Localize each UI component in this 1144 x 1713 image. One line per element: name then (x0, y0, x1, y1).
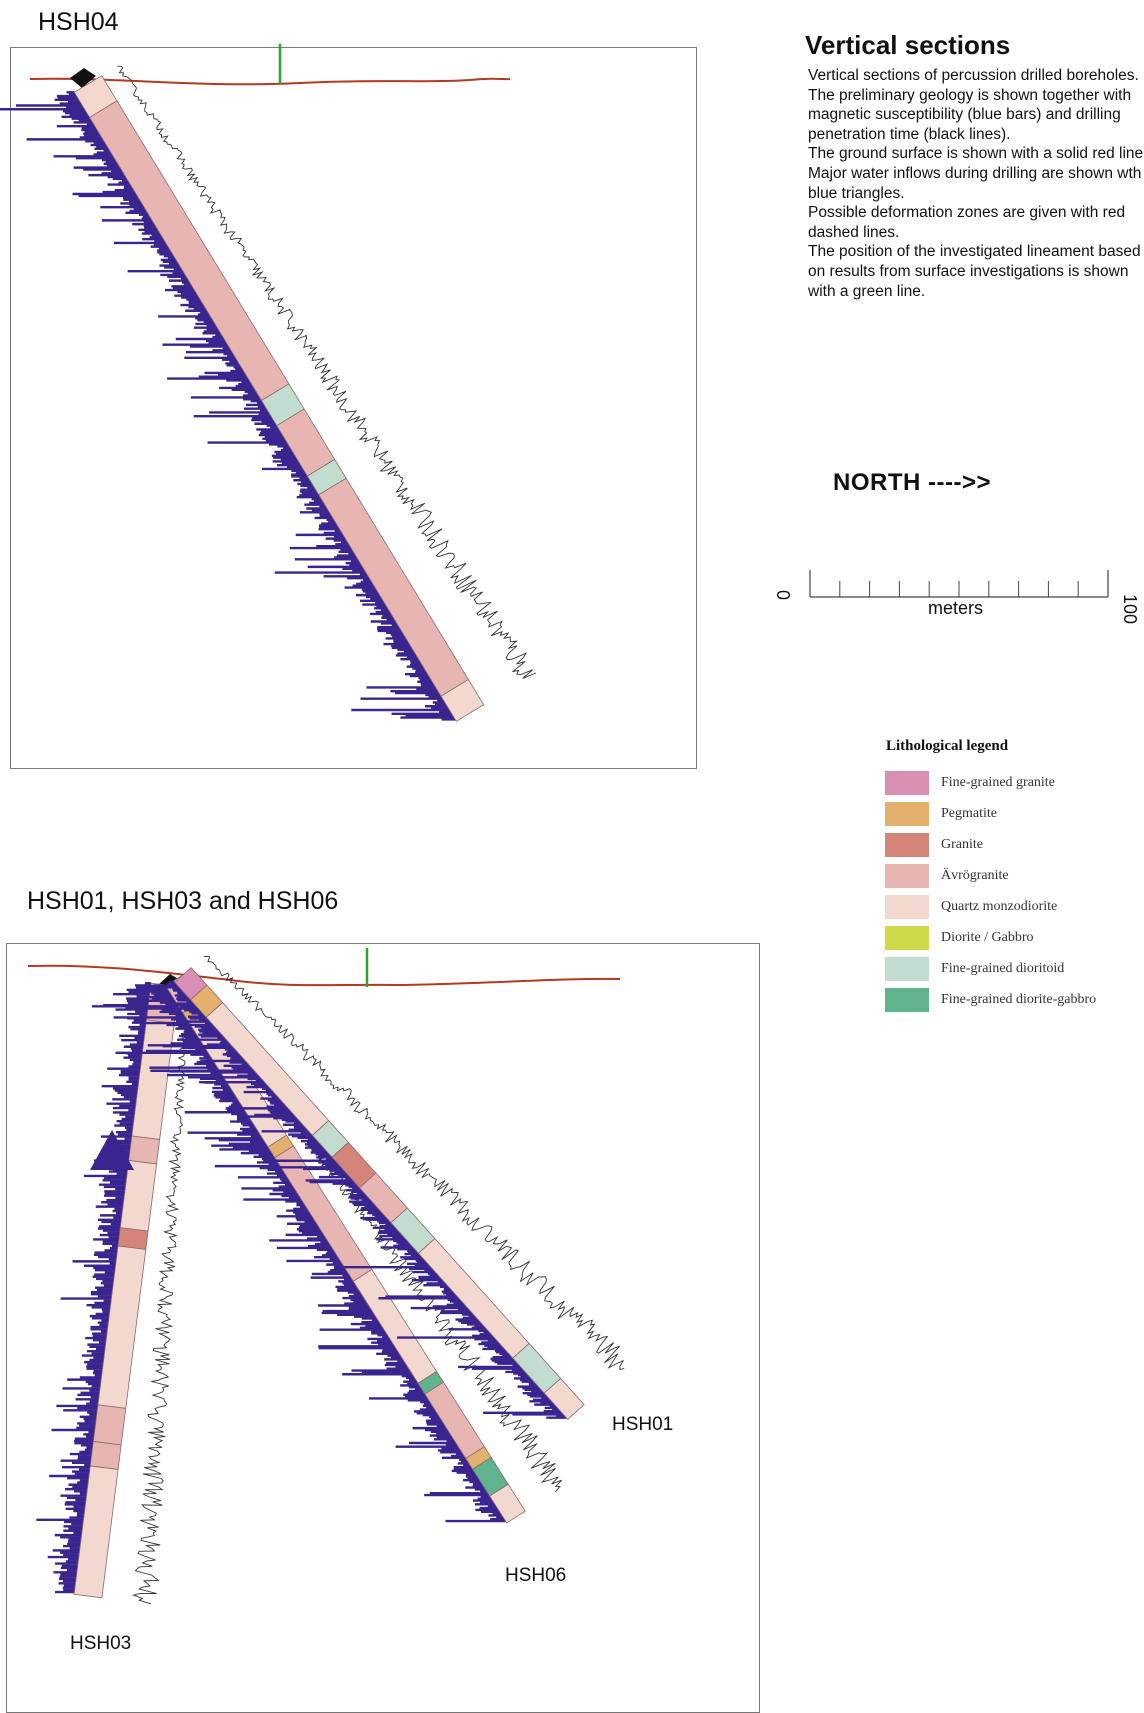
hsh01-borehole (136, 955, 625, 1420)
scale-bar (809, 570, 1109, 598)
north-label: NORTH ---->> (833, 469, 991, 496)
panel2-title: HSH01, HSH03 and HSH06 (27, 887, 339, 915)
legend-item: Pegmatite (885, 798, 1096, 829)
legend-item: Fine-grained dioritoid (885, 953, 1096, 984)
legend-item: Quartz monzodiorite (885, 891, 1096, 922)
lithology-segment (89, 100, 290, 402)
legend-label: Fine-grained granite (941, 774, 1055, 790)
lithology-segment (89, 1441, 122, 1470)
scale-end: 100 (1120, 594, 1140, 625)
legend-swatch (885, 832, 929, 857)
legend-swatch (885, 894, 929, 919)
legend-swatch (885, 925, 929, 950)
lithology-segment (92, 1404, 127, 1446)
legend-swatch (885, 770, 929, 795)
magnetic-bars (136, 981, 567, 1419)
legend-label: Pegmatite (941, 805, 997, 821)
magnetic-bars (0, 91, 456, 721)
lithology-column (174, 967, 585, 1420)
lithology-segment (489, 1483, 526, 1524)
hsh04-section (0, 44, 537, 722)
legend-swatch (885, 863, 929, 888)
info-title: Vertical sections (805, 30, 1011, 60)
legend-swatch (885, 987, 929, 1012)
hsh06-borehole (91, 969, 563, 1524)
legend-label: Granite (941, 836, 983, 852)
legend-label: Ävrögranite (941, 867, 1009, 883)
hsh01-label: HSH01 (612, 1414, 674, 1435)
legend-item: Fine-grained granite (885, 767, 1096, 798)
scale-unit: meters (928, 598, 984, 618)
lithology-legend: Fine-grained granite Pegmatite Granite Ävrö… (885, 767, 1096, 1015)
penetration-line (132, 988, 190, 1605)
lithology-segment (73, 1465, 119, 1599)
legend-item: Diorite / Gabbro (885, 922, 1096, 953)
info-text: Vertical sections of percussion drilled … (808, 67, 1144, 300)
legend-item: Ävrögranite (885, 860, 1096, 891)
lithology-column (73, 75, 485, 722)
legend-label: Fine-grained diorite-gabbro (941, 991, 1097, 1007)
legend-swatch (885, 801, 929, 826)
lithology-segment (128, 1135, 161, 1165)
combined-section (27, 948, 625, 1605)
legend-label: Diorite / Gabbro (941, 929, 1034, 945)
legend-item: Fine-grained diorite-gabbro (885, 984, 1096, 1015)
ground-surface (29, 77, 511, 86)
scale-start: 0 (773, 590, 793, 601)
lithology-segment (440, 678, 485, 722)
legend-item: Granite (885, 829, 1096, 860)
collar-marker (70, 68, 96, 88)
hsh03-label: HSH03 (70, 1633, 132, 1654)
penetration-line (203, 955, 625, 1371)
penetration-line (117, 65, 537, 679)
legend-label: Quartz monzodiorite (941, 898, 1058, 914)
panel1-title: HSH04 (38, 8, 119, 36)
lithology-segment (543, 1377, 585, 1420)
water-inflow-triangle (90, 1130, 134, 1170)
legend-title: Lithological legend (886, 738, 1009, 754)
hsh03-borehole (36, 982, 190, 1605)
hsh06-label: HSH06 (505, 1565, 567, 1586)
lithology-segment (318, 477, 469, 697)
lithology-column (165, 973, 526, 1524)
legend-swatch (885, 956, 929, 981)
legend-label: Fine-grained dioritoid (941, 960, 1065, 976)
ground-surface (27, 964, 621, 987)
hsh04-borehole (0, 65, 537, 722)
